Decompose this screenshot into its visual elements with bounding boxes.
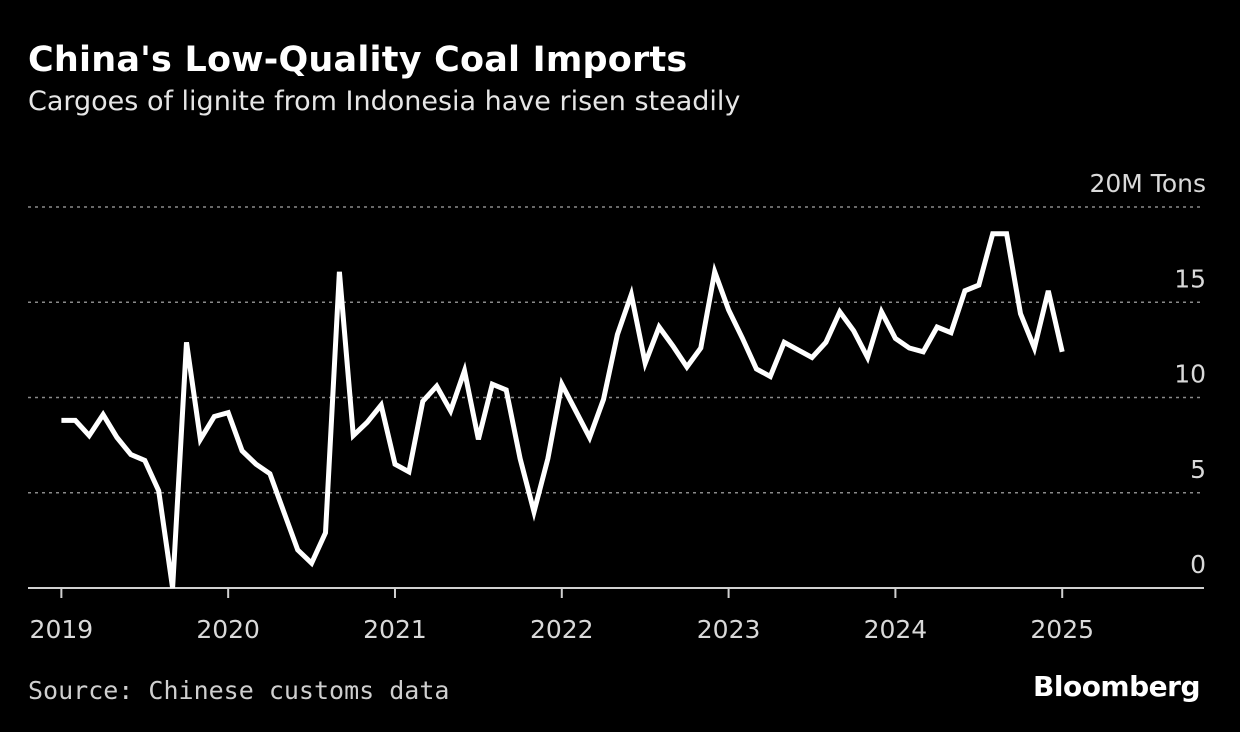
chart-title: China's Low-Quality Coal Imports <box>28 40 688 80</box>
bloomberg-logo: Bloomberg <box>1033 670 1200 703</box>
x-tick-label-2022: 2022 <box>530 615 594 644</box>
y-tick-labels: 20M Tons 15 10 5 0 <box>1089 169 1206 579</box>
x-tick-labels: 2019 2020 2021 2022 2023 2024 2025 <box>30 588 1094 644</box>
x-tick-label-2025: 2025 <box>1030 615 1094 644</box>
y-tick-label-5: 5 <box>1190 455 1206 484</box>
x-tick-label-2021: 2021 <box>363 615 427 644</box>
x-tick-label-2024: 2024 <box>864 615 928 644</box>
series-layer <box>61 231 1065 589</box>
x-tick-label-2023: 2023 <box>697 615 761 644</box>
source-note: Source: Chinese customs data <box>28 676 450 705</box>
y-tick-label-20: 20M Tons <box>1089 169 1206 198</box>
x-tick-label-2019: 2019 <box>30 615 94 644</box>
y-tick-label-0: 0 <box>1190 550 1206 579</box>
chart-subtitle: Cargoes of lignite from Indonesia have r… <box>28 86 741 117</box>
y-tick-label-10: 10 <box>1174 360 1206 389</box>
y-tick-label-15: 15 <box>1174 264 1206 293</box>
x-tick-label-2020: 2020 <box>196 615 260 644</box>
grid-layer <box>28 206 1204 589</box>
series-line-0 <box>61 231 1065 589</box>
